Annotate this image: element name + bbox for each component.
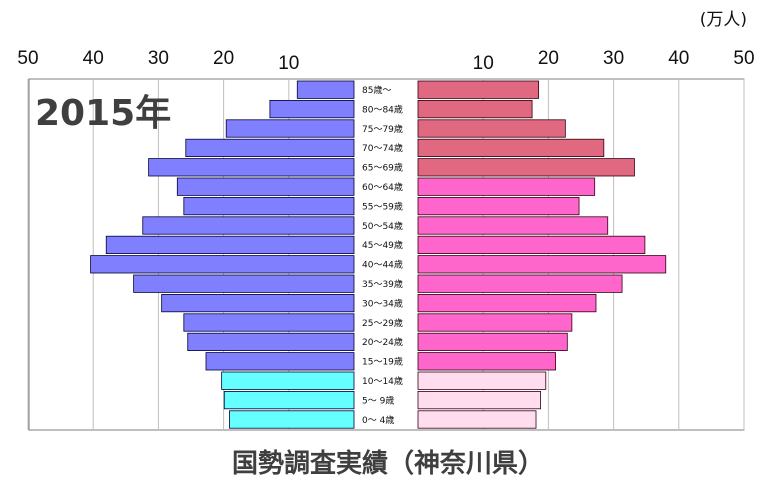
age-group-label: 40～44歳 xyxy=(362,259,403,271)
left-bar xyxy=(183,196,355,216)
plot-frame xyxy=(28,78,745,431)
right-bar xyxy=(417,313,573,332)
left-bar xyxy=(229,410,355,429)
right-bar xyxy=(417,100,533,119)
age-group-label: 20～24歳 xyxy=(362,336,403,348)
right-bar xyxy=(417,158,635,177)
grid-lines xyxy=(27,79,745,430)
x-tick-label: 40 xyxy=(668,48,689,69)
age-group-labels: 85歳～ 80～84歳 75～79歳 70～74歳 65～69歳 60～64歳 55～59歳… xyxy=(362,84,403,426)
x-tick-label: 30 xyxy=(603,48,624,69)
left-bar xyxy=(187,332,355,352)
left-bar xyxy=(296,80,355,99)
chart-caption: 国勢調査実績（神奈川県） xyxy=(232,448,544,479)
x-tick-label: 20 xyxy=(538,48,559,69)
x-tick-label: 10 xyxy=(278,53,299,74)
age-group-label: 55～59歳 xyxy=(362,200,403,212)
x-tick-label: 30 xyxy=(148,48,169,69)
x-tick-label: 40 xyxy=(83,48,104,69)
right-bar xyxy=(417,390,541,410)
right-bar xyxy=(417,371,547,390)
bars xyxy=(90,80,667,429)
left-bar xyxy=(161,293,355,313)
right-bar xyxy=(417,80,540,99)
age-group-label: 70～74歳 xyxy=(362,142,403,154)
age-group-label: 75～79歳 xyxy=(362,123,403,135)
left-bar xyxy=(269,100,355,119)
right-bar xyxy=(417,274,623,293)
left-bar xyxy=(221,371,355,390)
right-bar xyxy=(417,216,609,235)
age-group-label: 85歳～ xyxy=(362,84,391,96)
age-group-label: 10～14歳 xyxy=(362,375,403,387)
left-bar xyxy=(133,274,355,293)
left-bar xyxy=(205,352,355,371)
age-group-label: 30～34歳 xyxy=(362,297,403,309)
right-bar xyxy=(417,332,568,352)
age-group-label: 45～49歳 xyxy=(362,239,403,251)
age-group-label: 5～ 9歳 xyxy=(362,394,394,406)
age-group-label: 25～29歳 xyxy=(362,317,403,329)
left-bar xyxy=(105,235,355,254)
right-bar xyxy=(417,410,537,429)
year-label: 2015年 xyxy=(35,93,171,134)
right-bar xyxy=(417,293,597,313)
right-bar xyxy=(417,119,566,138)
right-bar xyxy=(417,352,556,371)
x-tick-label: 50 xyxy=(17,48,38,69)
left-bar xyxy=(223,390,355,410)
x-tick-label: 20 xyxy=(213,48,234,69)
age-group-label: 15～19歳 xyxy=(362,356,403,368)
age-group-label: 50～54歳 xyxy=(362,220,403,232)
left-bar xyxy=(183,313,355,332)
left-bar xyxy=(148,158,355,177)
age-group-label: 0～ 4歳 xyxy=(362,414,394,426)
x-axis-tick-labels: 50 40 30 20 10 10 20 30 40 50 xyxy=(17,48,754,74)
left-bar xyxy=(90,255,355,274)
right-bar xyxy=(417,235,646,254)
left-bar xyxy=(142,216,355,235)
left-bar xyxy=(185,138,355,157)
right-bar xyxy=(417,138,605,157)
age-group-label: 35～39歳 xyxy=(362,278,403,290)
right-bar xyxy=(417,255,667,274)
left-bar xyxy=(176,177,355,196)
left-bar xyxy=(225,119,355,138)
unit-label: (万人) xyxy=(700,10,747,30)
age-group-label: 60～64歳 xyxy=(362,181,403,193)
age-group-label: 65～69歳 xyxy=(362,162,403,174)
age-group-label: 80～84歳 xyxy=(362,103,403,115)
x-tick-label: 10 xyxy=(473,53,494,74)
x-tick-label: 50 xyxy=(733,48,754,69)
right-bar xyxy=(417,196,580,216)
right-bar xyxy=(417,177,596,196)
